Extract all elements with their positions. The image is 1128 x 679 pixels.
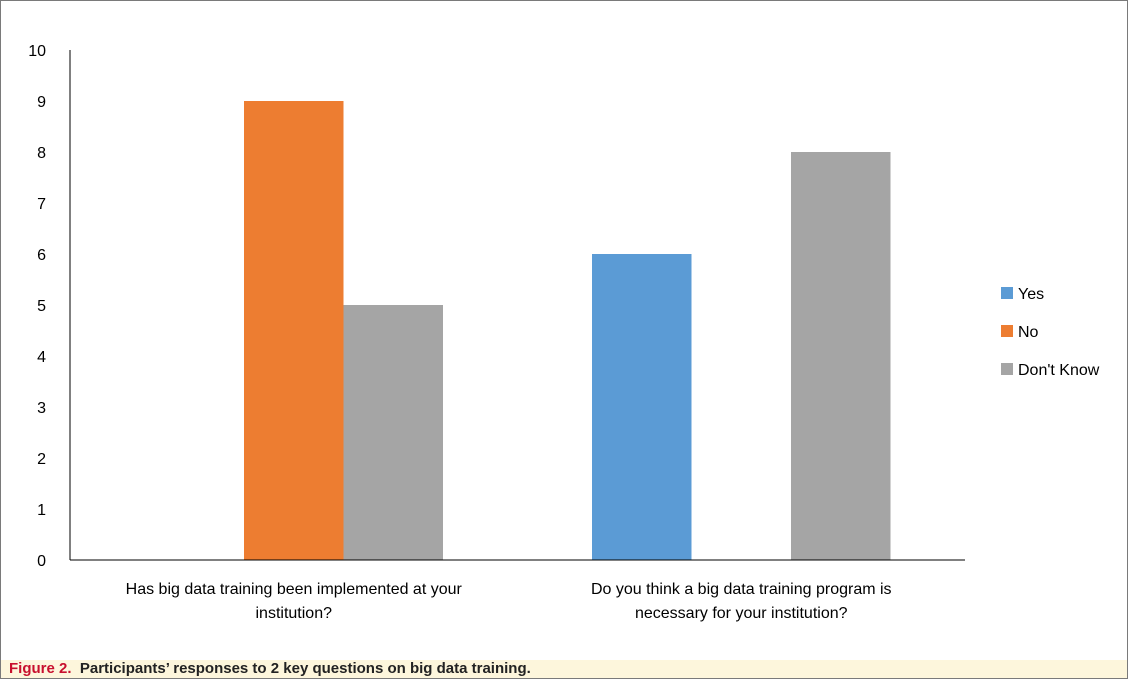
bar-don-t-know [343,305,443,560]
category-labels: Has big data training been implemented a… [126,581,892,622]
bar-yes [592,254,692,560]
caption-label: Figure 2. [9,660,72,677]
y-axis-ticks: 0 1 2 3 4 5 6 7 8 9 10 [28,43,46,570]
y-tick-label: 2 [37,451,46,468]
y-tick-label: 4 [37,349,46,366]
x-category-label-line: Do you think a big data training program… [591,581,892,598]
y-tick-label: 6 [37,247,46,264]
x-category-label-line: Has big data training been implemented a… [126,581,463,598]
y-tick-label: 1 [37,502,46,519]
x-category-label: Do you think a big data training program… [591,581,892,622]
bars [244,101,891,560]
bar-no [244,101,344,560]
legend-swatch-no [1001,325,1013,337]
legend-swatch-don-t-know [1001,363,1013,375]
caption-text: Participants’ responses to 2 key questio… [79,660,531,677]
y-tick-label: 5 [37,298,46,315]
x-category-label-line: necessary for your institution? [635,605,848,622]
bar-don-t-know [791,152,891,560]
x-category-label: Has big data training been implemented a… [126,581,463,622]
y-tick-label: 7 [37,196,46,213]
legend-label-don-t-know: Don't Know [1018,362,1100,379]
y-tick-label: 8 [37,145,46,162]
bar-chart: 0 1 2 3 4 5 6 7 8 9 10 Has big data training been … [28,43,1100,622]
legend-label-yes: Yes [1018,286,1044,303]
figure-caption: Figure 2. Participants’ responses to 2 k… [1,660,1127,678]
y-tick-label: 9 [37,94,46,111]
legend: Yes No Don't Know [1001,286,1100,379]
legend-label-no: No [1018,324,1039,341]
axes [69,50,965,561]
legend-swatch-yes [1001,287,1013,299]
x-category-label-line: institution? [256,605,333,622]
y-tick-label: 3 [37,400,46,417]
y-tick-label: 0 [37,553,46,570]
y-tick-label: 10 [28,43,46,60]
